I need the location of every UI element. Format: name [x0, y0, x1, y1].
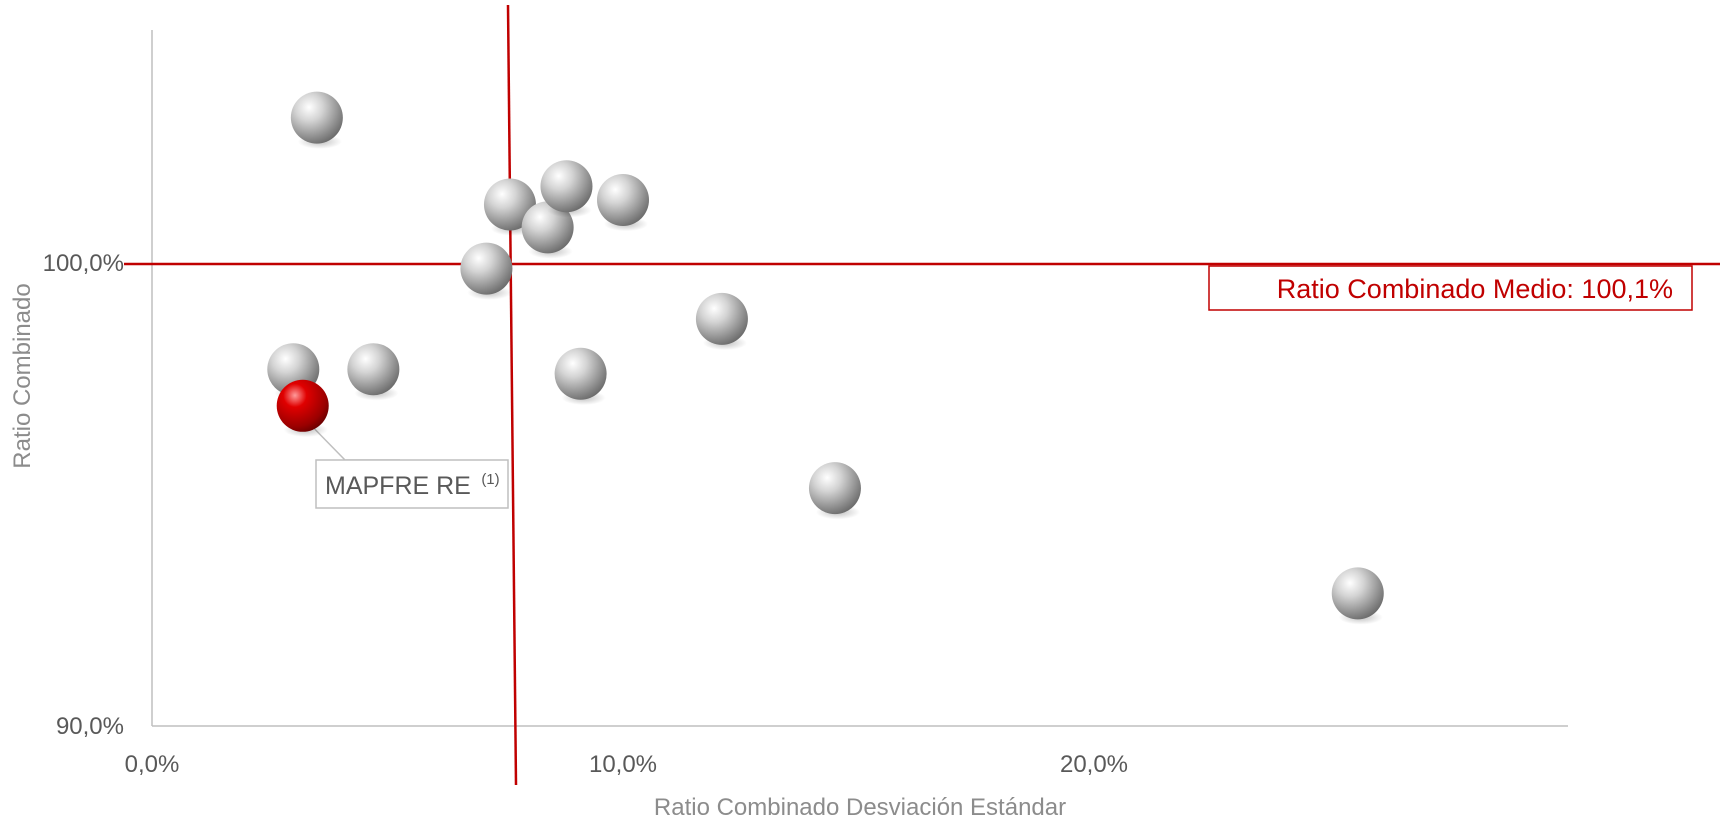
y-tick-label-100: 100,0% [43, 250, 124, 277]
y-tick-label-90: 90,0% [56, 713, 124, 740]
point-sphere [276, 379, 329, 432]
point-sphere [1331, 567, 1384, 620]
point-sphere [460, 242, 513, 295]
point-sphere [554, 347, 607, 400]
scatter-point [597, 173, 649, 232]
point-sphere [290, 91, 343, 144]
mapfre-re-point [276, 379, 329, 438]
mean-deviation-line [506, 4, 518, 786]
point-sphere [540, 160, 593, 213]
y-axis-title: Ratio Combinado [9, 283, 36, 468]
point-sphere [597, 173, 649, 226]
x-tick-label-10: 10,0% [589, 751, 657, 778]
points-layer [267, 91, 1384, 625]
mean-label: Ratio Combinado Medio: 100,1% [1277, 274, 1673, 304]
scatter-point [695, 292, 748, 351]
x-tick-label-0: 0,0% [125, 751, 180, 778]
scatter-point [460, 242, 513, 300]
point-sphere [808, 462, 861, 515]
scatter-point [808, 462, 861, 520]
x-axis-title: Ratio Combinado Desviación Estándar [654, 794, 1066, 821]
scatter-point [554, 347, 607, 406]
scatter-point [290, 91, 343, 149]
point-sphere [483, 178, 536, 231]
mapfre-callout-label: MAPFRE RE [325, 472, 471, 500]
scatter-point [1331, 567, 1384, 625]
scatter-point [540, 160, 593, 218]
mean-label-box [1208, 265, 1693, 311]
mapfre-callout-superscript: (1) [481, 471, 499, 488]
scatter-point [347, 343, 400, 401]
mapfre-callout-box [315, 459, 509, 509]
point-sphere [347, 343, 400, 396]
mapfre-callout-text: MAPFRE RE (1) [325, 471, 500, 500]
x-tick-label-20: 20,0% [1060, 751, 1128, 778]
point-sphere [695, 292, 748, 345]
